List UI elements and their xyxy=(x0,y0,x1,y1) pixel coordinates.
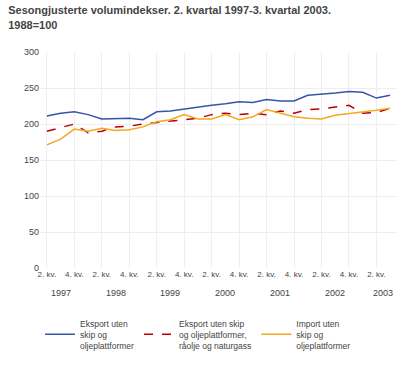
svg-text:Eksport utenskip ogoljeplattfo: Eksport utenskip ogoljeplattformer xyxy=(80,319,134,351)
svg-text:2000: 2000 xyxy=(215,288,235,298)
svg-text:4. kv.: 4. kv. xyxy=(120,270,139,279)
svg-text:200: 200 xyxy=(24,119,39,129)
svg-text:Import utenskip ogoljeplattfor: Import utenskip ogoljeplattformer xyxy=(296,319,350,351)
svg-text:150: 150 xyxy=(24,155,39,165)
svg-text:2. kv.: 2. kv. xyxy=(367,270,386,279)
svg-text:50: 50 xyxy=(29,227,39,237)
svg-text:2003: 2003 xyxy=(373,288,393,298)
svg-text:2. kv.: 2. kv. xyxy=(147,270,166,279)
svg-text:2. kv.: 2. kv. xyxy=(257,270,276,279)
svg-text:2002: 2002 xyxy=(325,288,345,298)
svg-text:Eksport uten skipog oljeplattf: Eksport uten skipog oljeplattformer,råol… xyxy=(179,319,251,351)
svg-text:100: 100 xyxy=(24,191,39,201)
svg-text:1998: 1998 xyxy=(106,288,126,298)
svg-text:1997: 1997 xyxy=(51,288,71,298)
svg-text:2. kv.: 2. kv. xyxy=(38,270,57,279)
svg-text:0: 0 xyxy=(34,263,39,273)
svg-text:250: 250 xyxy=(24,83,39,93)
svg-text:4. kv.: 4. kv. xyxy=(230,270,249,279)
svg-text:2001: 2001 xyxy=(270,288,290,298)
svg-text:2. kv.: 2. kv. xyxy=(93,270,112,279)
svg-text:2. kv.: 2. kv. xyxy=(312,270,331,279)
svg-text:4. kv.: 4. kv. xyxy=(285,270,304,279)
svg-text:Sesongjusterte volumindekser.: Sesongjusterte volumindekser. 2. kvartal… xyxy=(8,4,331,30)
svg-text:1999: 1999 xyxy=(160,288,180,298)
svg-text:2. kv.: 2. kv. xyxy=(202,270,221,279)
svg-text:4. kv.: 4. kv. xyxy=(175,270,194,279)
svg-text:300: 300 xyxy=(24,47,39,57)
svg-text:4. kv.: 4. kv. xyxy=(65,270,84,279)
svg-text:4. kv.: 4. kv. xyxy=(340,270,359,279)
